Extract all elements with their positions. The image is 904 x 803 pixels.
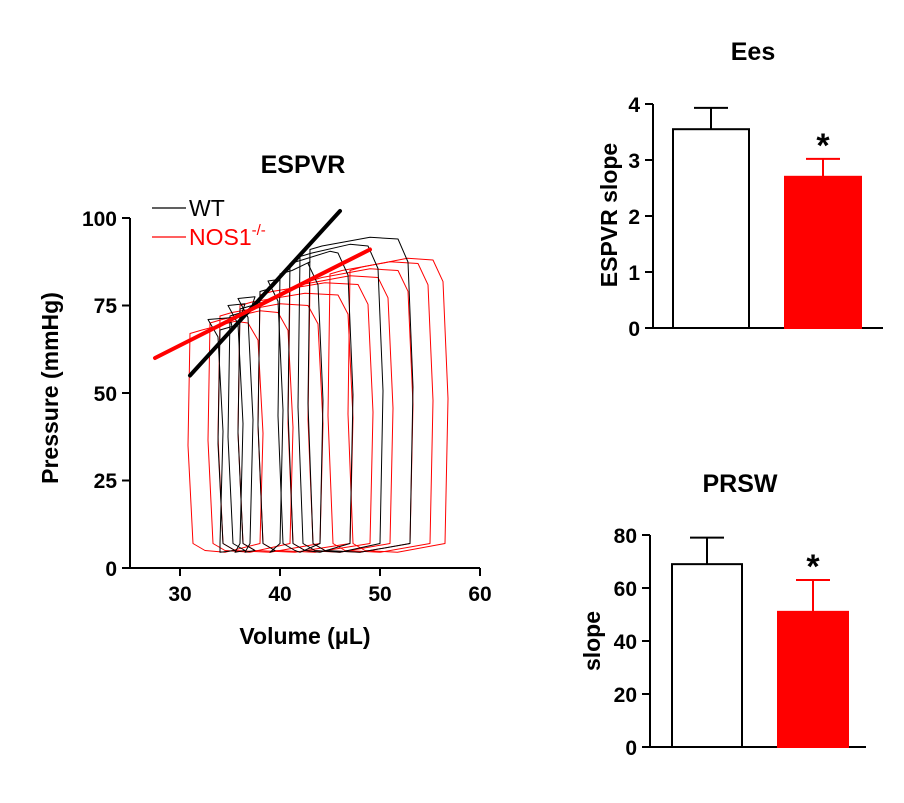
legend-nos1-superscript: -/-: [252, 222, 266, 239]
nos1-pv-loop-4: [237, 292, 354, 553]
x-tick-label: 30: [168, 583, 191, 606]
espvr-y-ticks: 0 25 50 75 100: [82, 208, 130, 581]
nos1-pv-loop-7: [307, 268, 414, 553]
prsw-panel: PRSW slope 0 20 40 60 80 *: [579, 470, 866, 760]
wt-pv-loop-3: [237, 296, 256, 553]
ees-title: Ees: [731, 38, 775, 66]
espvr-fit-lines: [153, 209, 372, 378]
prsw-bars: *: [671, 536, 849, 749]
ees-bar-wt: [672, 128, 750, 329]
prsw-y-ticks: 0 20 40 60 80: [614, 525, 650, 760]
nos1-pv-loop-6: [287, 275, 394, 553]
y-tick-label: 100: [82, 208, 117, 231]
y-tick-label: 0: [105, 558, 117, 581]
y-tick-label: 3: [628, 150, 640, 173]
espvr-x-ticks: 30 40 50 60: [168, 568, 492, 606]
ees-panel: Ees ESPVR slope 0 1 2 3 4 *: [596, 38, 883, 341]
prsw-title: PRSW: [703, 470, 778, 498]
espvr-title: ESPVR: [261, 151, 346, 179]
legend-wt-label: WT: [189, 195, 225, 221]
prsw-bar-wt: [671, 563, 743, 749]
nos1-espvr-fit-line: [153, 247, 372, 360]
y-tick-label: 25: [94, 470, 118, 493]
y-tick-label: 75: [94, 295, 118, 318]
nos1-pv-loop-8: [327, 261, 434, 553]
nos1-pv-loop-1: [187, 320, 264, 553]
ees-bars: *: [672, 106, 862, 329]
y-tick-label: 60: [614, 578, 637, 601]
y-tick-label: 4: [628, 94, 640, 117]
espvr-legend: WT NOS1-/-: [152, 195, 266, 250]
prsw-y-axis-label: slope: [579, 611, 605, 671]
ees-y-ticks: 0 1 2 3 4: [628, 94, 653, 341]
wt-espvr-fit-line: [188, 209, 342, 378]
ees-significance-marker: *: [816, 127, 830, 165]
y-tick-label: 1: [628, 262, 640, 285]
wt-pv-loop-7: [297, 243, 384, 553]
y-tick-label: 40: [614, 631, 637, 654]
x-tick-label: 40: [268, 583, 291, 606]
y-tick-label: 2: [628, 206, 640, 229]
legend-nos1-label: NOS1-/-: [189, 222, 266, 250]
y-tick-label: 20: [614, 684, 637, 707]
y-tick-label: 0: [625, 737, 637, 760]
nos1-pv-loop-5: [257, 282, 374, 553]
x-tick-label: 50: [368, 583, 391, 606]
x-tick-label: 60: [468, 583, 491, 606]
ees-bar-nos1: [784, 175, 862, 329]
nos1-pv-loop-3: [217, 303, 324, 553]
y-tick-label: 0: [628, 318, 640, 341]
prsw-significance-marker: *: [806, 548, 820, 586]
ees-y-axis-label: ESPVR slope: [596, 143, 622, 287]
wt-pv-loop-8: [307, 236, 414, 553]
y-tick-label: 80: [614, 525, 637, 548]
legend-nos1-text: NOS1: [189, 224, 252, 250]
wt-pv-loop-2: [227, 303, 246, 553]
nos1-pv-loops: [187, 257, 449, 553]
wt-pv-loop-1: [207, 317, 236, 553]
wt-pv-loops: [207, 236, 414, 553]
prsw-bar-nos1: [777, 610, 849, 748]
espvr-y-axis-label: Pressure (mmHg): [37, 292, 63, 484]
espvr-panel: ESPVR Pressure (mmHg) Volume (μL) 0 25 5…: [37, 151, 492, 649]
y-tick-label: 50: [94, 383, 117, 406]
espvr-x-axis-label: Volume (μL): [239, 623, 370, 649]
